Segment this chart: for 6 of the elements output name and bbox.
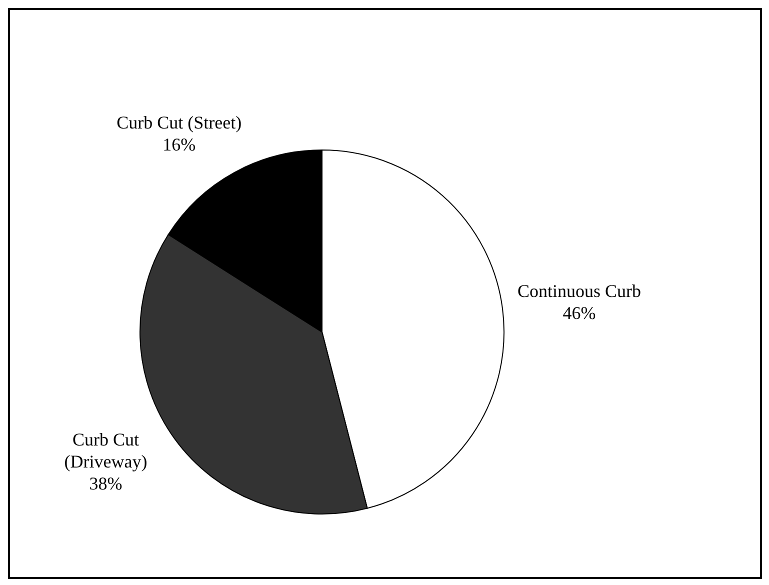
slice-label: Curb Cut (Driveway)	[64, 430, 148, 472]
data-label: 38%	[89, 474, 122, 494]
data-label: 16%	[162, 134, 196, 155]
slice-label: Curb Cut (Street)	[116, 112, 242, 133]
slice-label: Continuous Curb	[517, 281, 641, 302]
data-label: 46%	[562, 303, 596, 324]
